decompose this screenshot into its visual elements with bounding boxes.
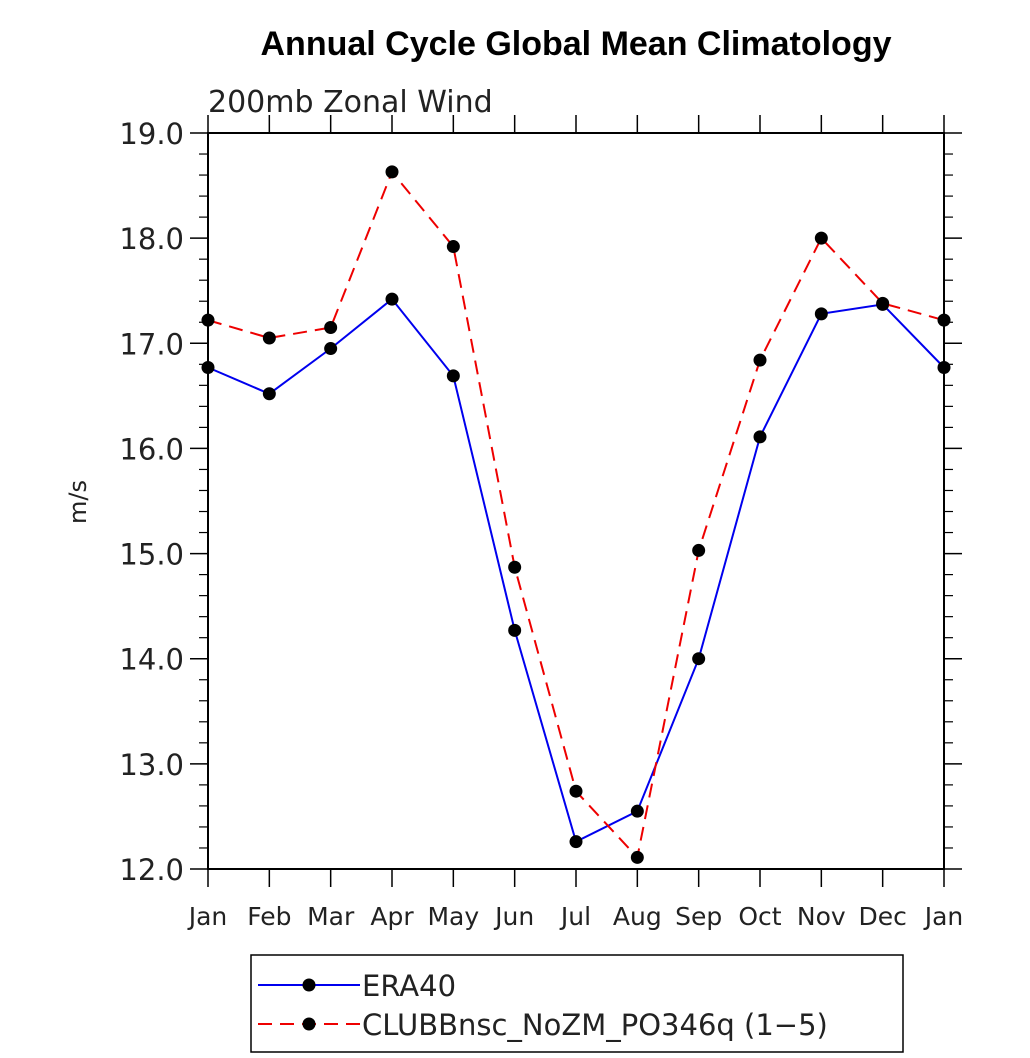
y-tick-label: 13.0 (119, 748, 184, 782)
data-point (569, 835, 583, 849)
y-axis-label: m/s (64, 480, 92, 524)
y-tick-label: 12.0 (119, 853, 184, 887)
data-point (508, 623, 522, 637)
chart-subtitle: 200mb Zonal Wind (208, 85, 493, 120)
data-point (569, 784, 583, 798)
data-point (876, 296, 890, 310)
data-point (446, 369, 460, 383)
data-point (201, 360, 215, 374)
x-tick-label: Oct (738, 902, 781, 931)
x-tick-label: Mar (307, 902, 355, 931)
legend: ERA40 CLUBBnsc_NoZM_PO346q (1−5) (258, 969, 828, 1042)
x-tick-label: Dec (858, 902, 906, 931)
data-point (753, 430, 767, 444)
axis-tick-labels: 12.0 13.0 14.0 15.0 16.0 17.0 18.0 19.0 Jan Feb Ma… (119, 117, 963, 931)
x-tick-label: Sep (675, 902, 722, 931)
series-2 (201, 165, 951, 864)
series-layer (201, 165, 951, 864)
legend-label-1: ERA40 (362, 969, 456, 1003)
x-tick-label: May (427, 902, 479, 931)
data-point (201, 313, 215, 327)
legend-box (250, 954, 904, 1053)
y-tick-label: 17.0 (119, 327, 184, 361)
series-line-2 (207, 169, 945, 860)
data-point (814, 231, 828, 245)
data-point (814, 307, 828, 321)
legend-marker-1 (302, 978, 316, 992)
series-1 (201, 292, 951, 849)
x-tick-label: Nov (797, 902, 846, 931)
data-point (324, 321, 338, 335)
series-line-1 (207, 297, 945, 844)
x-tick-label: Jan (187, 902, 228, 931)
y-tick-label: 18.0 (119, 222, 184, 256)
data-point (630, 804, 644, 818)
data-point (692, 543, 706, 557)
y-tick-label: 14.0 (119, 643, 184, 677)
data-point (630, 850, 644, 864)
data-point (262, 331, 276, 345)
data-point (446, 240, 460, 254)
x-tick-label: Apr (370, 902, 414, 931)
legend-marker-2 (302, 1017, 316, 1031)
axis-ticks (190, 115, 962, 887)
data-point (385, 292, 399, 306)
data-point (385, 165, 399, 179)
data-point (937, 313, 951, 327)
y-tick-label: 19.0 (119, 117, 184, 151)
x-tick-label: Jul (559, 902, 591, 931)
plot-frame (207, 132, 945, 870)
y-tick-label: 15.0 (119, 538, 184, 572)
data-point (692, 652, 706, 666)
chart-title: Annual Cycle Global Mean Climatology (261, 25, 892, 63)
x-tick-label: Jan (923, 902, 964, 931)
x-tick-label: Feb (247, 902, 291, 931)
data-point (937, 360, 951, 374)
legend-label-2: CLUBBnsc_NoZM_PO346q (1−5) (362, 1008, 828, 1042)
y-tick-label: 16.0 (119, 432, 184, 466)
data-point (753, 353, 767, 367)
x-tick-label: Aug (613, 902, 662, 931)
data-point (324, 342, 338, 356)
x-tick-label: Jun (493, 902, 534, 931)
data-point (262, 387, 276, 401)
data-point (508, 560, 522, 574)
